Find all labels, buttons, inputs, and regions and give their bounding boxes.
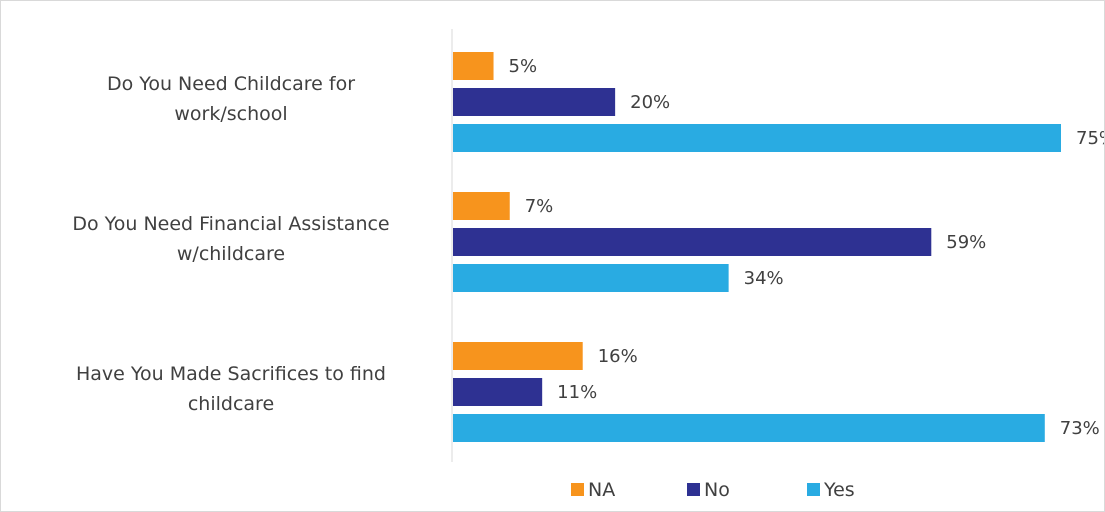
bars-group	[453, 52, 1061, 442]
bar-no	[453, 88, 616, 116]
legend: NA No Yes	[571, 479, 855, 501]
data-label: 20%	[630, 92, 670, 113]
bar-no	[453, 228, 932, 256]
category-label: Have You Made Sacrifices to find childcar…	[76, 363, 386, 415]
bar-no	[453, 378, 543, 406]
legend-swatch-yes	[807, 483, 820, 496]
category-label-line: w/childcare	[177, 243, 285, 265]
category-label-line: Have You Made Sacrifices to find	[76, 363, 386, 385]
category-label-line: childcare	[188, 393, 274, 415]
data-labels-group: 5% 20% 75% 7% 59% 34% 16%11% 73%	[509, 56, 1104, 439]
category-label-line: work/school	[174, 103, 287, 125]
bar-yes	[453, 124, 1061, 152]
legend-swatch-no	[687, 483, 700, 496]
bar-yes	[453, 414, 1045, 442]
bar-yes	[453, 264, 729, 292]
legend-label-no: No	[704, 479, 730, 501]
data-label: 5%	[509, 56, 538, 77]
data-label: 34%	[744, 268, 784, 289]
data-label: 75%	[1076, 128, 1104, 149]
legend-label-na: NA	[588, 479, 615, 501]
data-label: 16%	[598, 346, 638, 367]
category-label-line: Do You Need Childcare for	[107, 73, 355, 95]
data-label: 59%	[946, 232, 986, 253]
data-label: 11%	[557, 382, 597, 403]
legend-label-yes: Yes	[823, 479, 855, 501]
legend-swatch-na	[571, 483, 584, 496]
category-label: Do You Need Financial Assistance w/childc…	[72, 213, 389, 265]
bar-na	[453, 342, 583, 370]
category-label: Do You Need Childcare for work/school	[107, 73, 355, 125]
bar-na	[453, 192, 510, 220]
data-label: 73%	[1060, 418, 1100, 439]
category-label-line: Do You Need Financial Assistance	[72, 213, 389, 235]
bar-na	[453, 52, 494, 80]
data-label: 7%	[525, 196, 554, 217]
